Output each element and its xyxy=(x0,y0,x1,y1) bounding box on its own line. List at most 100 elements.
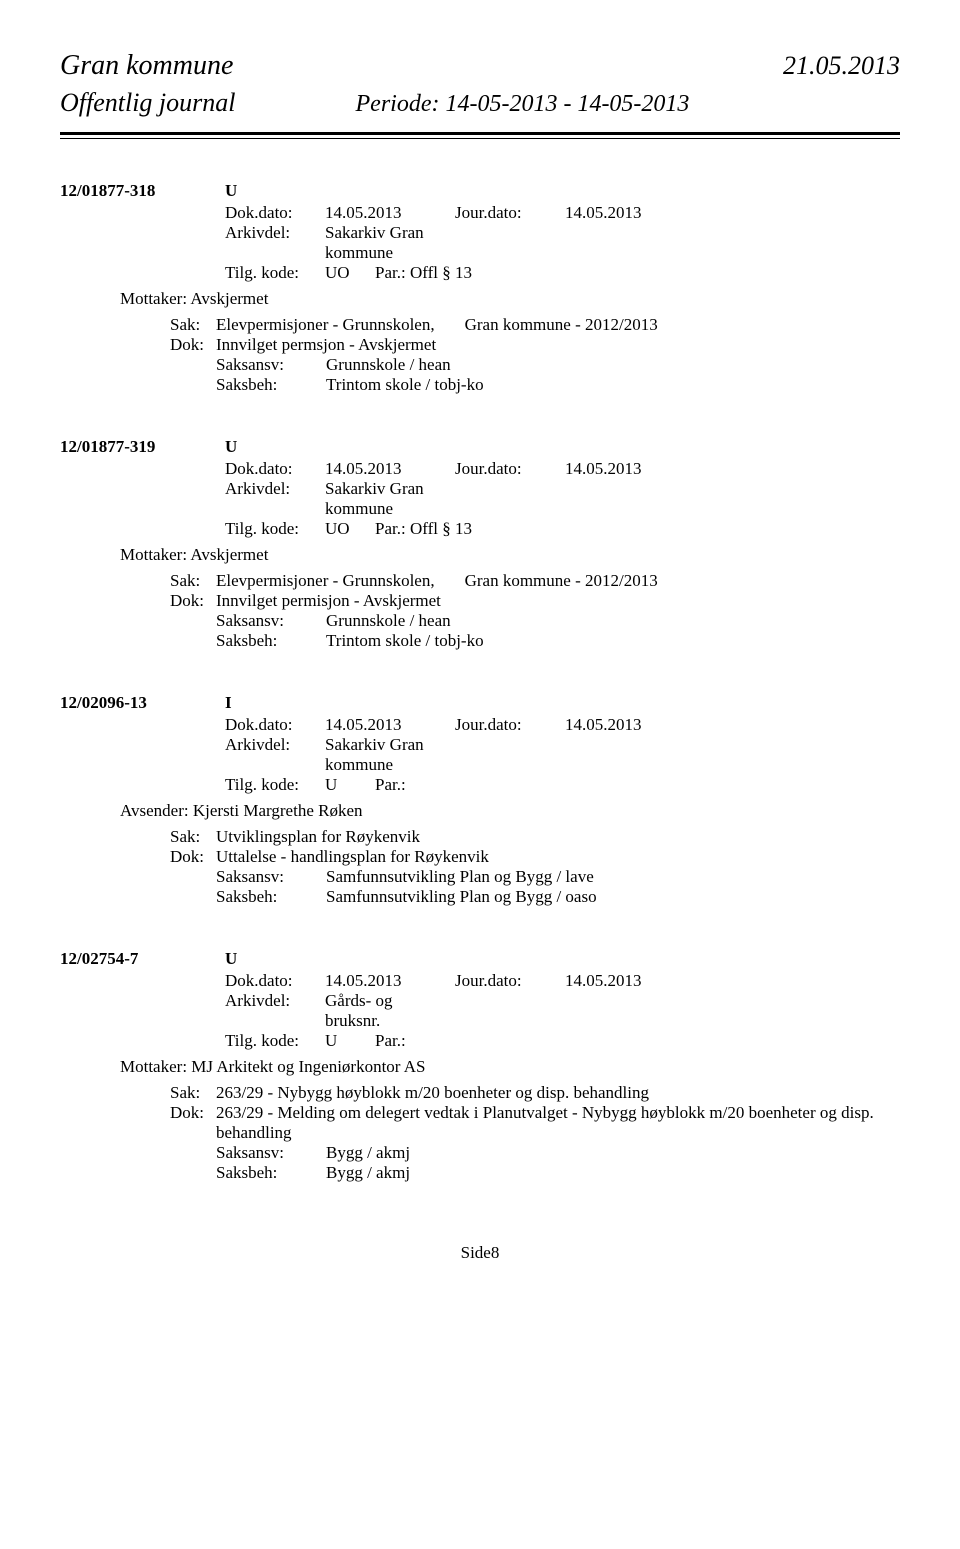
dok-title: Uttalelse - handlingsplan for Røykenvik xyxy=(216,847,489,867)
saksansv-row: Saksansv: Bygg / akmj xyxy=(216,1143,900,1163)
arkivdel-value: Sakarkiv Grankommune xyxy=(325,735,424,775)
dokdato-value: 14.05.2013 xyxy=(325,459,455,479)
sak-prefix: Sak: xyxy=(170,315,216,335)
arkivdel-value: Gårds- ogbruksnr. xyxy=(325,991,393,1031)
journal-entry: 12/02096-13 I Dok.dato: 14.05.2013 Jour.… xyxy=(60,693,900,907)
dokdato-label: Dok.dato: xyxy=(225,971,325,991)
saksansv-value: Bygg / akmj xyxy=(326,1143,410,1163)
journal-entry: 12/01877-318 U Dok.dato: 14.05.2013 Jour… xyxy=(60,181,900,395)
jourdato-label: Jour.dato: xyxy=(455,971,565,991)
saksbeh-value: Samfunnsutvikling Plan og Bygg / oaso xyxy=(326,887,597,907)
arkivdel-label: Arkivdel: xyxy=(225,991,325,1031)
tilg-row: Tilg. kode: U Par.: xyxy=(225,775,900,795)
saksbeh-row: Saksbeh: Trintom skole / tobj-ko xyxy=(216,631,900,651)
journal-entry: 12/01877-319 U Dok.dato: 14.05.2013 Jour… xyxy=(60,437,900,651)
dok-title: Innvilget permisjon - Avskjermet xyxy=(216,591,441,611)
party-row: Mottaker: Avskjermet xyxy=(120,545,900,565)
sak-prefix: Sak: xyxy=(170,1083,216,1103)
arkivdel-row: Arkivdel: Gårds- ogbruksnr. xyxy=(225,991,900,1031)
saksbeh-label: Saksbeh: xyxy=(216,1163,326,1183)
sak-block: Sak: Elevpermisjoner - Grunnskolen, Gran… xyxy=(170,571,900,651)
sak-row: Sak: 263/29 - Nybygg høyblokk m/20 boenh… xyxy=(170,1083,900,1103)
period-text: Periode: 14-05-2013 - 14-05-2013 xyxy=(356,91,690,118)
tilg-code: U xyxy=(325,1031,375,1051)
tilg-row: Tilg. kode: U Par.: xyxy=(225,1031,900,1051)
saksansv-row: Saksansv: Grunnskole / hean xyxy=(216,611,900,631)
arkivdel-value: Sakarkiv Grankommune xyxy=(325,223,424,263)
tilg-code: UO xyxy=(325,519,375,539)
sak-extra: Gran kommune - 2012/2013 xyxy=(465,571,658,591)
sak-row: Sak: Elevpermisjoner - Grunnskolen, Gran… xyxy=(170,315,900,335)
case-id: 12/01877-318 xyxy=(60,181,225,201)
entry-meta-block: Dok.dato: 14.05.2013 Jour.dato: 14.05.20… xyxy=(225,971,900,1051)
dok-prefix: Dok: xyxy=(170,591,216,611)
dokdato-value: 14.05.2013 xyxy=(325,203,455,223)
tilg-label: Tilg. kode: xyxy=(225,519,325,539)
arkivdel-row: Arkivdel: Sakarkiv Grankommune xyxy=(225,735,900,775)
saksbeh-value: Trintom skole / tobj-ko xyxy=(326,375,484,395)
saksansv-label: Saksansv: xyxy=(216,867,326,887)
saksbeh-row: Saksbeh: Trintom skole / tobj-ko xyxy=(216,375,900,395)
dokdato-label: Dok.dato: xyxy=(225,203,325,223)
tilg-label: Tilg. kode: xyxy=(225,1031,325,1051)
org-name: Gran kommune xyxy=(60,50,233,82)
entry-type: U xyxy=(225,181,265,201)
saksbeh-value: Trintom skole / tobj-ko xyxy=(326,631,484,651)
entry-meta-block: Dok.dato: 14.05.2013 Jour.dato: 14.05.20… xyxy=(225,459,900,539)
entry-id-row: 12/01877-318 U xyxy=(60,181,900,201)
tilg-par: Par.: Offl § 13 xyxy=(375,263,472,283)
entry-type: U xyxy=(225,949,265,969)
saksansv-value: Grunnskole / hean xyxy=(326,611,451,631)
entry-meta-block: Dok.dato: 14.05.2013 Jour.dato: 14.05.20… xyxy=(225,203,900,283)
saksansv-label: Saksansv: xyxy=(216,355,326,375)
saksansv-row: Saksansv: Samfunnsutvikling Plan og Bygg… xyxy=(216,867,900,887)
sak-gap xyxy=(435,315,465,335)
entries-container: 12/01877-318 U Dok.dato: 14.05.2013 Jour… xyxy=(60,181,900,1183)
entry-type: U xyxy=(225,437,265,457)
sak-block: Sak: Utviklingsplan for Røykenvik Dok: U… xyxy=(170,827,900,907)
entry-type: I xyxy=(225,693,265,713)
journal-title: Offentlig journal xyxy=(60,88,236,118)
party-value: MJ Arkitekt og Ingeniørkontor AS xyxy=(191,1057,425,1076)
saksansv-value: Grunnskole / hean xyxy=(326,355,451,375)
sak-title: Elevpermisjoner - Grunnskolen, xyxy=(216,571,435,591)
saksansv-row: Saksansv: Grunnskole / hean xyxy=(216,355,900,375)
saksbeh-row: Saksbeh: Samfunnsutvikling Plan og Bygg … xyxy=(216,887,900,907)
arkivdel-label: Arkivdel: xyxy=(225,735,325,775)
dok-title: Innvilget permsjon - Avskjermet xyxy=(216,335,436,355)
jourdato-label: Jour.dato: xyxy=(455,459,565,479)
sak-gap xyxy=(420,827,450,847)
jourdato-label: Jour.dato: xyxy=(455,715,565,735)
dokdato-value: 14.05.2013 xyxy=(325,971,455,991)
entry-id-row: 12/02096-13 I xyxy=(60,693,900,713)
saksansv-label: Saksansv: xyxy=(216,1143,326,1163)
date-row: Dok.dato: 14.05.2013 Jour.dato: 14.05.20… xyxy=(225,459,900,479)
sak-row: Sak: Elevpermisjoner - Grunnskolen, Gran… xyxy=(170,571,900,591)
party-value: Avskjermet xyxy=(190,289,268,308)
tilg-par: Par.: Offl § 13 xyxy=(375,519,472,539)
sak-title: Utviklingsplan for Røykenvik xyxy=(216,827,420,847)
tilg-label: Tilg. kode: xyxy=(225,775,325,795)
tilg-row: Tilg. kode: UO Par.: Offl § 13 xyxy=(225,519,900,539)
jourdato-label: Jour.dato: xyxy=(455,203,565,223)
party-value: Avskjermet xyxy=(190,545,268,564)
tilg-code: UO xyxy=(325,263,375,283)
saksansv-label: Saksansv: xyxy=(216,611,326,631)
saksbeh-label: Saksbeh: xyxy=(216,887,326,907)
entry-id-row: 12/02754-7 U xyxy=(60,949,900,969)
sak-row: Sak: Utviklingsplan for Røykenvik xyxy=(170,827,900,847)
sak-block: Sak: 263/29 - Nybygg høyblokk m/20 boenh… xyxy=(170,1083,900,1183)
tilg-row: Tilg. kode: UO Par.: Offl § 13 xyxy=(225,263,900,283)
party-row: Mottaker: Avskjermet xyxy=(120,289,900,309)
party-label: Avsender: xyxy=(120,801,193,820)
saksbeh-label: Saksbeh: xyxy=(216,375,326,395)
sak-title: Elevpermisjoner - Grunnskolen, xyxy=(216,315,435,335)
party-label: Mottaker: xyxy=(120,289,190,308)
jourdato-value: 14.05.2013 xyxy=(565,971,642,991)
dok-prefix: Dok: xyxy=(170,847,216,867)
case-id: 12/01877-319 xyxy=(60,437,225,457)
tilg-par: Par.: xyxy=(375,1031,406,1051)
sak-extra: Gran kommune - 2012/2013 xyxy=(465,315,658,335)
sak-gap xyxy=(435,571,465,591)
tilg-par: Par.: xyxy=(375,775,406,795)
